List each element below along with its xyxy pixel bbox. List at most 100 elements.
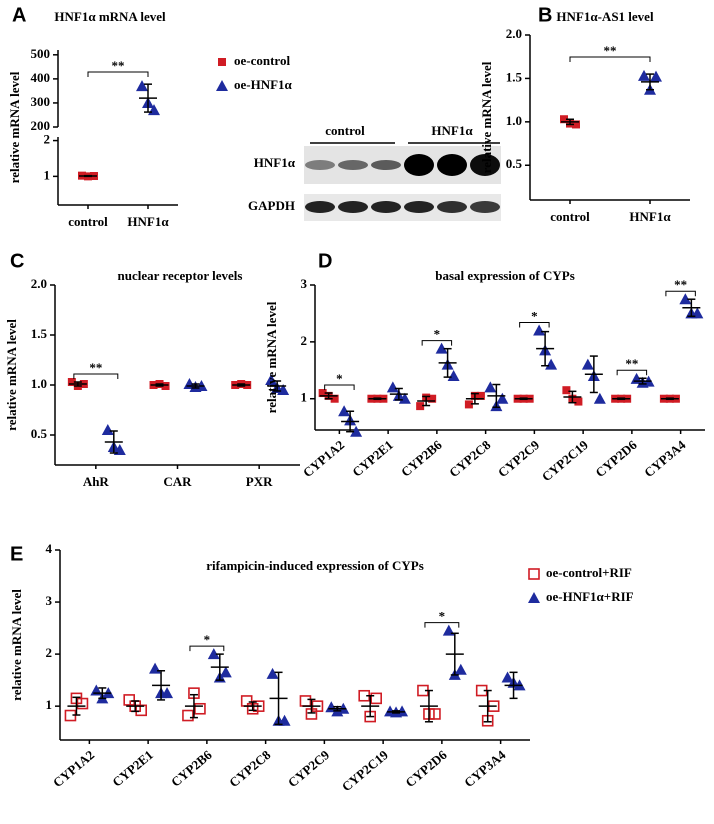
data-point: [447, 369, 460, 381]
x-tick-label: CYP2D6: [402, 747, 450, 790]
data-point: [207, 648, 220, 660]
data-point: [219, 666, 232, 678]
data-point: [136, 80, 148, 92]
blot-band: [404, 154, 434, 176]
y-axis-label: relative mRNA level: [4, 319, 19, 431]
blot-band: [338, 201, 368, 213]
blot-membrane: [304, 194, 501, 221]
data-point: [416, 402, 425, 411]
y-tick-label: 0.5: [506, 156, 523, 171]
significance-label: **: [625, 356, 638, 371]
x-tick-label: CAR: [163, 474, 192, 489]
blot-band: [470, 154, 500, 176]
significance-bracket: [424, 622, 460, 628]
panel-letter: D: [318, 250, 332, 272]
x-tick-label: CYP2C8: [446, 437, 494, 480]
y-tick-label: 4: [46, 541, 53, 556]
significance-bracket: [569, 56, 651, 62]
x-tick-label: CYP2B6: [168, 747, 215, 790]
data-point: [330, 394, 339, 403]
legend-marker: [218, 58, 226, 66]
data-point: [679, 293, 692, 305]
data-point: [350, 425, 363, 437]
significance-bracket: [324, 384, 355, 391]
y-axis-label: relative mRNA level: [9, 589, 24, 701]
x-tick-label: CYP2C9: [285, 747, 333, 790]
significance-bracket: [665, 290, 696, 297]
x-tick-label: CYP1A2: [300, 437, 347, 480]
y-tick-label: 1.5: [31, 326, 48, 341]
y-tick-label: 1: [46, 697, 53, 712]
data-point: [149, 662, 162, 674]
x-tick-label: CYP1A2: [50, 747, 97, 790]
blot-band: [305, 201, 335, 213]
blot-band: [437, 201, 467, 213]
chart-title: rifampicin-induced expression of CYPs: [206, 558, 424, 573]
data-point: [338, 405, 351, 417]
blot-membrane: [304, 146, 501, 184]
significance-bracket: [87, 71, 149, 77]
legend-label: oe-HNF1α: [234, 77, 293, 92]
significance-label: **: [604, 43, 617, 58]
blot-band: [470, 201, 500, 213]
data-point: [572, 120, 580, 129]
x-tick-label: CYP2C8: [226, 747, 274, 790]
data-point: [101, 424, 114, 435]
chart-title: HNF1α mRNA level: [54, 9, 166, 24]
data-point: [194, 702, 206, 715]
data-point: [278, 714, 291, 726]
blot-group: control: [325, 123, 365, 138]
blot-band: [305, 160, 335, 170]
western-blot: control HNF1α HNF1α GAPDH: [248, 123, 501, 221]
data-point: [496, 392, 509, 404]
data-point: [560, 115, 568, 124]
x-tick-label: CYP2E1: [109, 747, 156, 790]
significance-label: **: [112, 58, 125, 73]
data-point: [574, 397, 583, 406]
panel-letter: C: [10, 250, 24, 272]
x-tick-label: CYP2E1: [349, 437, 396, 480]
legend-marker: [528, 568, 540, 580]
data-point: [277, 384, 290, 395]
y-tick-label: 300: [31, 94, 51, 109]
data-point: [318, 389, 327, 398]
x-tick-label: CYP2C19: [339, 747, 392, 795]
significance-bracket: [616, 369, 648, 376]
data-point: [501, 671, 514, 683]
y-tick-label: 3: [301, 276, 308, 291]
significance-label: *: [336, 371, 343, 386]
chart-panel: B HNF1α-AS1 level relative mRNA level 0.5 1.…: [479, 4, 690, 224]
blot-band: [371, 160, 401, 170]
data-point: [650, 70, 662, 82]
data-point: [476, 391, 485, 400]
y-tick-label: 1: [44, 167, 51, 182]
x-tick-label: CYP2C9: [495, 437, 543, 480]
y-tick-label: 1.0: [506, 113, 522, 128]
significance-bracket: [189, 645, 225, 652]
data-point: [545, 358, 558, 370]
legend-marker: [528, 592, 540, 603]
data-point: [593, 392, 606, 404]
data-point: [638, 69, 650, 81]
significance-label: *: [531, 308, 538, 323]
data-point: [76, 697, 89, 710]
y-tick-label: 1.5: [506, 69, 523, 84]
y-tick-label: 3: [46, 593, 53, 608]
data-point: [299, 695, 312, 707]
significance-bracket: [73, 373, 119, 379]
x-tick-label: CYP3A4: [461, 747, 509, 790]
y-tick-label: 400: [31, 70, 51, 85]
y-tick-label: 2: [44, 132, 51, 147]
y-tick-label: 2: [301, 333, 308, 348]
y-tick-label: 2.0: [31, 276, 47, 291]
y-tick-label: 200: [31, 118, 51, 133]
y-axis-label: relative mRNA level: [7, 71, 22, 183]
x-tick-label: PXR: [246, 474, 273, 489]
data-point: [428, 394, 437, 403]
y-axis-label: relative mRNA level: [479, 61, 494, 173]
y-tick-label: 500: [31, 46, 51, 61]
x-tick-label: HNF1α: [127, 214, 169, 229]
x-tick-label: AhR: [83, 474, 110, 489]
